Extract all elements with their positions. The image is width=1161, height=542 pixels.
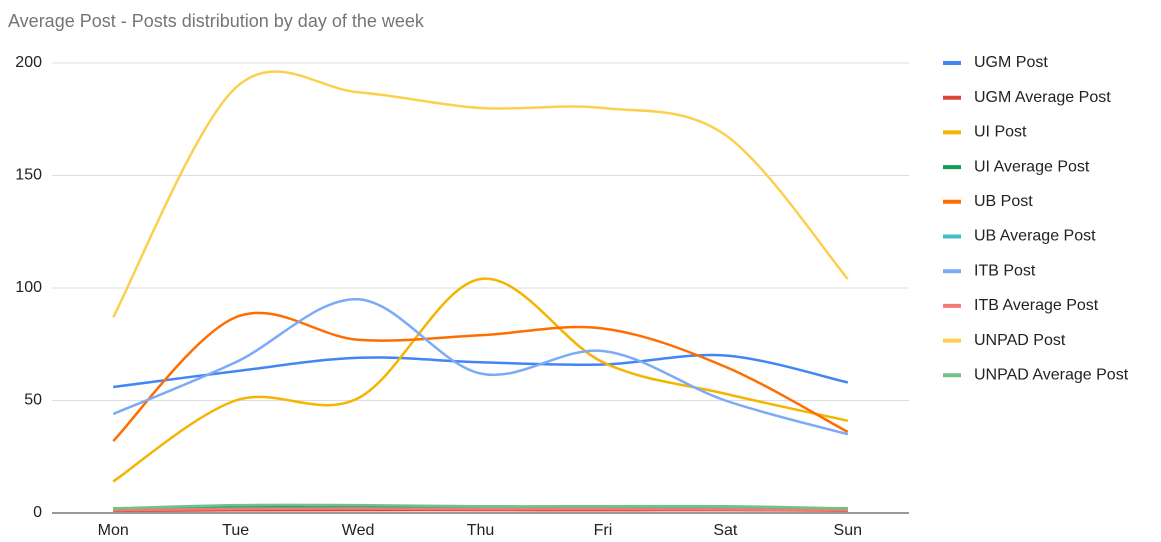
series-line [112,277,849,483]
legend-label: ITB Average Post [974,297,1099,314]
legend-label: UB Post [974,193,1033,210]
series-line [112,297,849,436]
x-tick-label: Fri [594,522,613,539]
y-tick-label: 100 [15,279,42,296]
x-tick-label: Wed [342,522,375,539]
y-tick-label: 50 [24,392,42,409]
legend-label: UNPAD Average Post [974,367,1129,384]
series-line [113,507,848,512]
x-tick-label: Sat [713,522,738,539]
y-tick-label: 0 [33,504,42,521]
chart-title: Average Post - Posts distribution by day… [8,11,425,31]
series-line [113,353,849,389]
x-tick-label: Tue [222,522,249,539]
legend-label: ITB Post [974,262,1036,279]
legend-label: UB Average Post [974,228,1096,245]
legend-label: UGM Average Post [974,89,1111,106]
series-line [113,503,848,510]
x-tick-label: Thu [467,522,495,539]
y-tick-label: 200 [15,54,42,71]
legend-label: UNPAD Post [974,332,1066,349]
series-line [112,311,849,442]
y-tick-label: 150 [15,167,42,184]
x-tick-label: Mon [98,522,129,539]
x-tick-label: Sun [834,522,862,539]
legend-label: UI Average Post [974,158,1090,175]
series-line [112,70,849,318]
legend-label: UI Post [974,124,1027,141]
legend-label: UGM Post [974,54,1048,71]
